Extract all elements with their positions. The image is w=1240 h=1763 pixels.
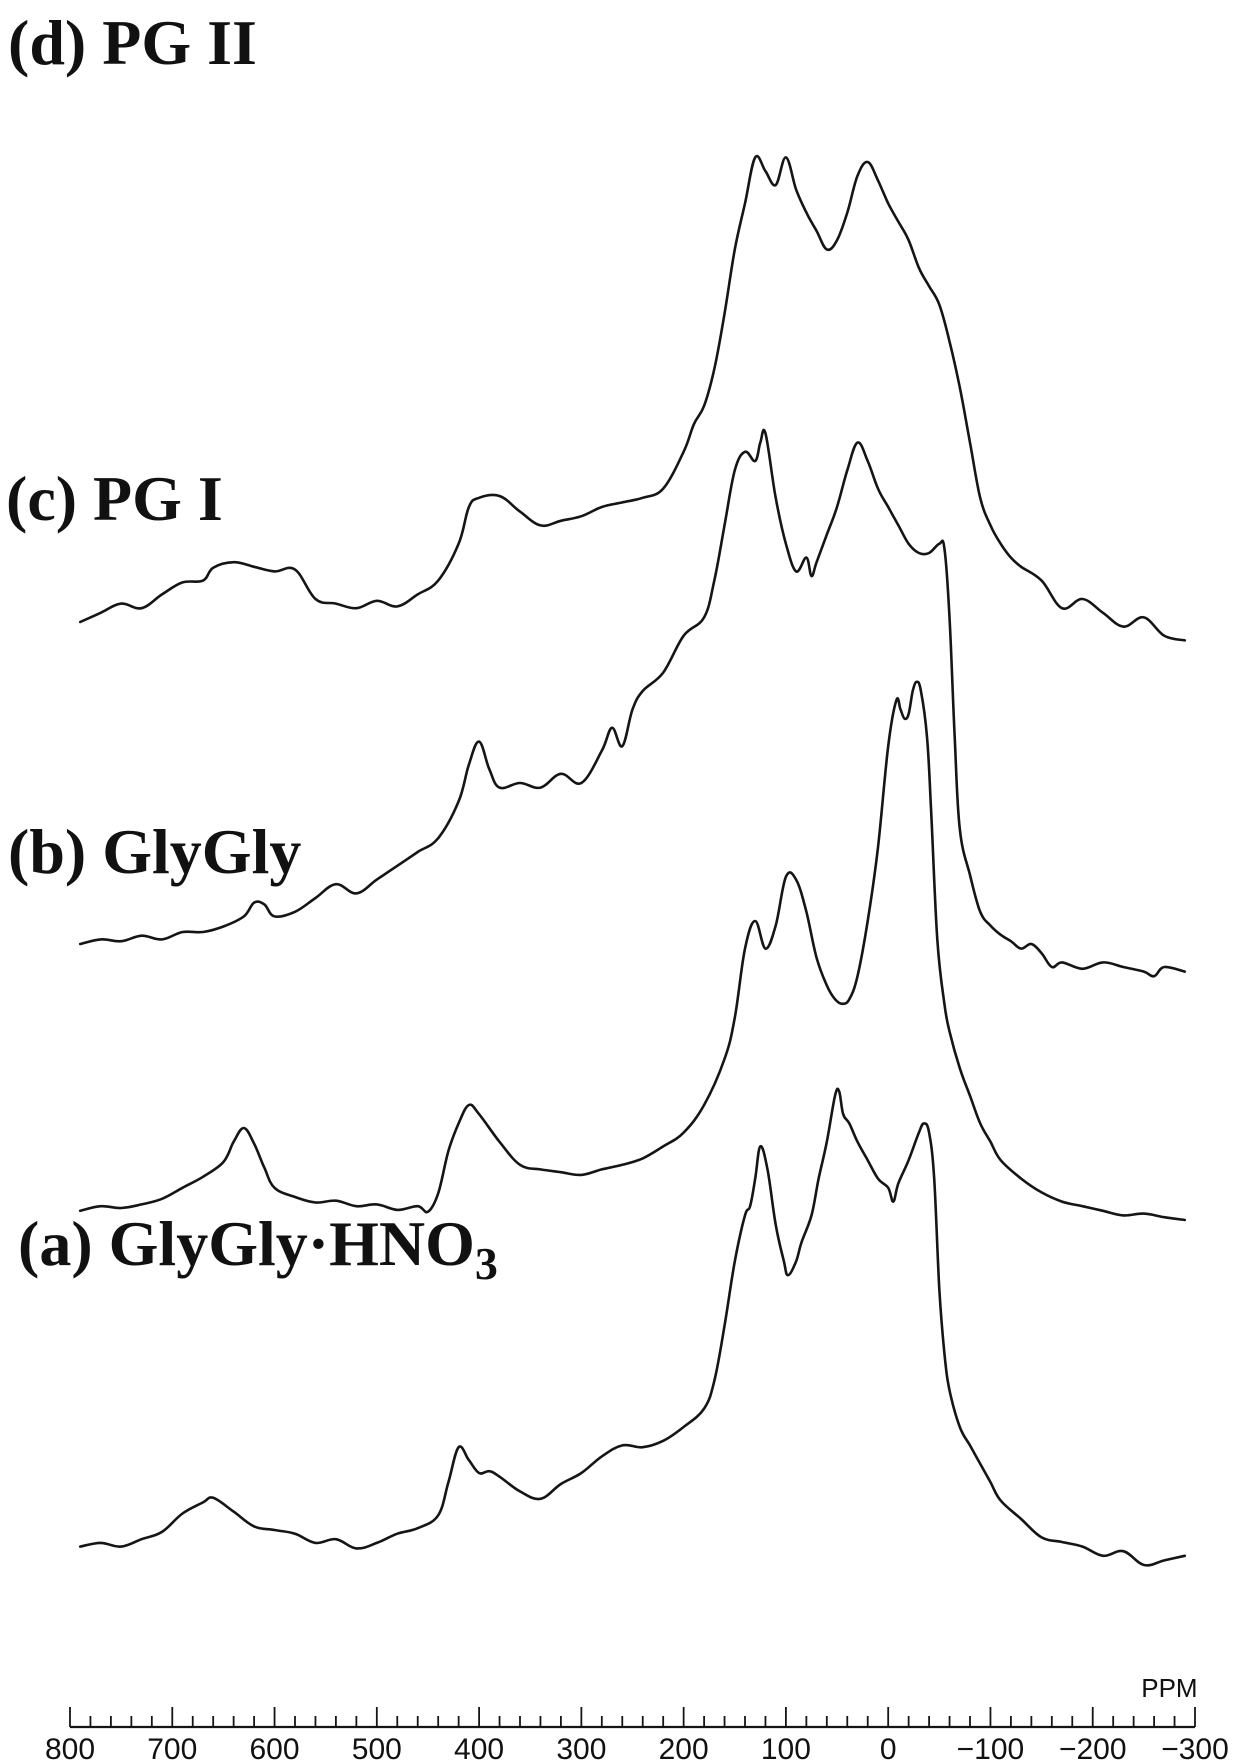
spectrum-trace-b xyxy=(78,680,1187,1222)
x-unit-label: PPM xyxy=(1141,1673,1197,1703)
spectrum-label-a-subscript: 3 xyxy=(475,1238,498,1289)
x-tick-label: 800 xyxy=(45,1733,95,1763)
x-tick-label: −100 xyxy=(957,1733,1025,1763)
spectrum-label-a: (a) GlyGly·HNO3 xyxy=(18,1208,498,1289)
x-tick-label: 600 xyxy=(250,1733,300,1763)
spectra-traces xyxy=(78,154,1187,1567)
ppm-axis: 800 700 600 500 400 300 200 100 0 −100 −200 −300 PPM xyxy=(45,1673,1229,1763)
spectrum-label-b: (b) GlyGly xyxy=(8,816,301,887)
x-tick-label: 700 xyxy=(147,1733,197,1763)
spectrum-labels: (a) GlyGly·HNO3 (b) GlyGly (c) PG I (d) PG … xyxy=(6,7,498,1289)
x-tick-label: 500 xyxy=(352,1733,402,1763)
spectrum-label-c: (c) PG I xyxy=(6,463,223,534)
spectrum-label-c-text: (c) PG I xyxy=(6,463,223,534)
spectrum-trace-a xyxy=(78,1087,1187,1567)
x-tick-label: 200 xyxy=(659,1733,709,1763)
x-tick-label: −200 xyxy=(1059,1733,1127,1763)
spectrum-label-d-text: (d) PG II xyxy=(8,7,257,78)
spectrum-label-a-text: (a) GlyGly·HNO xyxy=(18,1208,475,1279)
spectrum-trace-c xyxy=(78,428,1187,978)
spectrum-trace-d xyxy=(78,154,1187,642)
x-tick-label: 400 xyxy=(454,1733,504,1763)
spectrum-label-d: (d) PG II xyxy=(8,7,257,78)
spectrum-label-b-text: (b) GlyGly xyxy=(8,816,301,887)
x-tick-label: 0 xyxy=(880,1733,897,1763)
x-tick-label: 300 xyxy=(556,1733,606,1763)
x-tick-label: 100 xyxy=(761,1733,811,1763)
x-tick-label: −300 xyxy=(1161,1733,1229,1763)
